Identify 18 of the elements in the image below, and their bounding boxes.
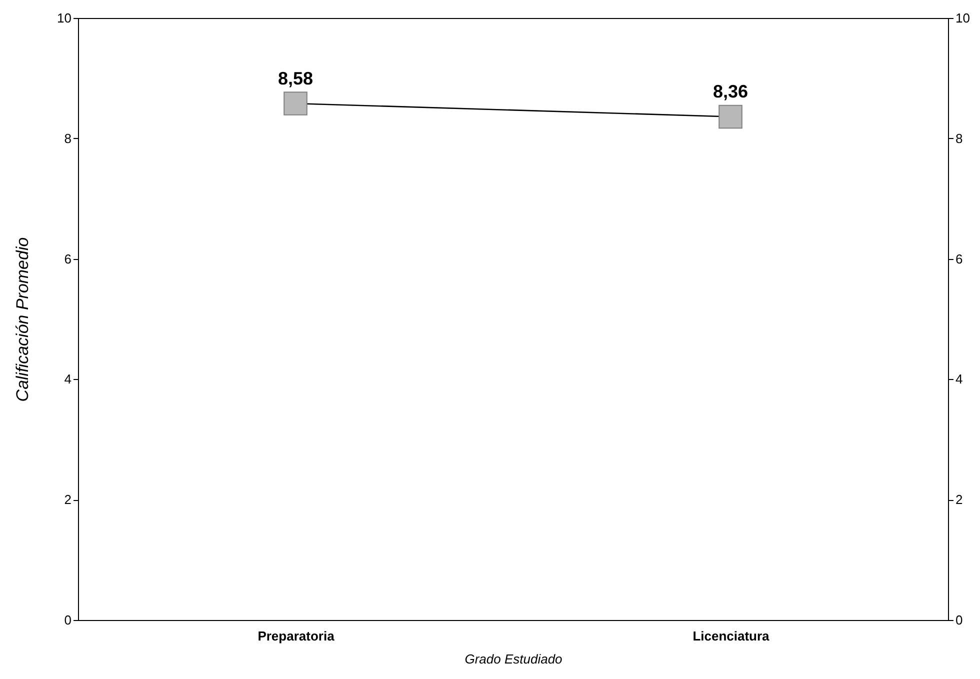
y2-tick-label: 10 xyxy=(956,10,970,26)
x-tick-label: Licenciatura xyxy=(692,628,770,644)
y-tick-label: 2 xyxy=(64,492,72,508)
y-tick-label: 6 xyxy=(64,251,72,266)
y-tick-label: 8 xyxy=(64,130,72,146)
y2-tick-label: 0 xyxy=(956,612,963,628)
y2-tick-label: 6 xyxy=(956,251,963,266)
y-tick-label: 0 xyxy=(64,612,72,628)
y-axis-title: Calificación Promedio xyxy=(13,237,32,402)
x-axis-title: Grado Estudiado xyxy=(464,652,562,666)
x-tick-label: Preparatoria xyxy=(258,628,336,644)
data-label: 8,36 xyxy=(712,82,748,102)
y-tick-label: 4 xyxy=(64,372,72,387)
y2-tick-label: 4 xyxy=(956,372,963,387)
y2-tick-label: 2 xyxy=(956,492,963,508)
y-tick-label: 10 xyxy=(57,10,72,26)
y2-tick-label: 8 xyxy=(956,130,963,146)
data-label: 8,58 xyxy=(278,68,314,88)
